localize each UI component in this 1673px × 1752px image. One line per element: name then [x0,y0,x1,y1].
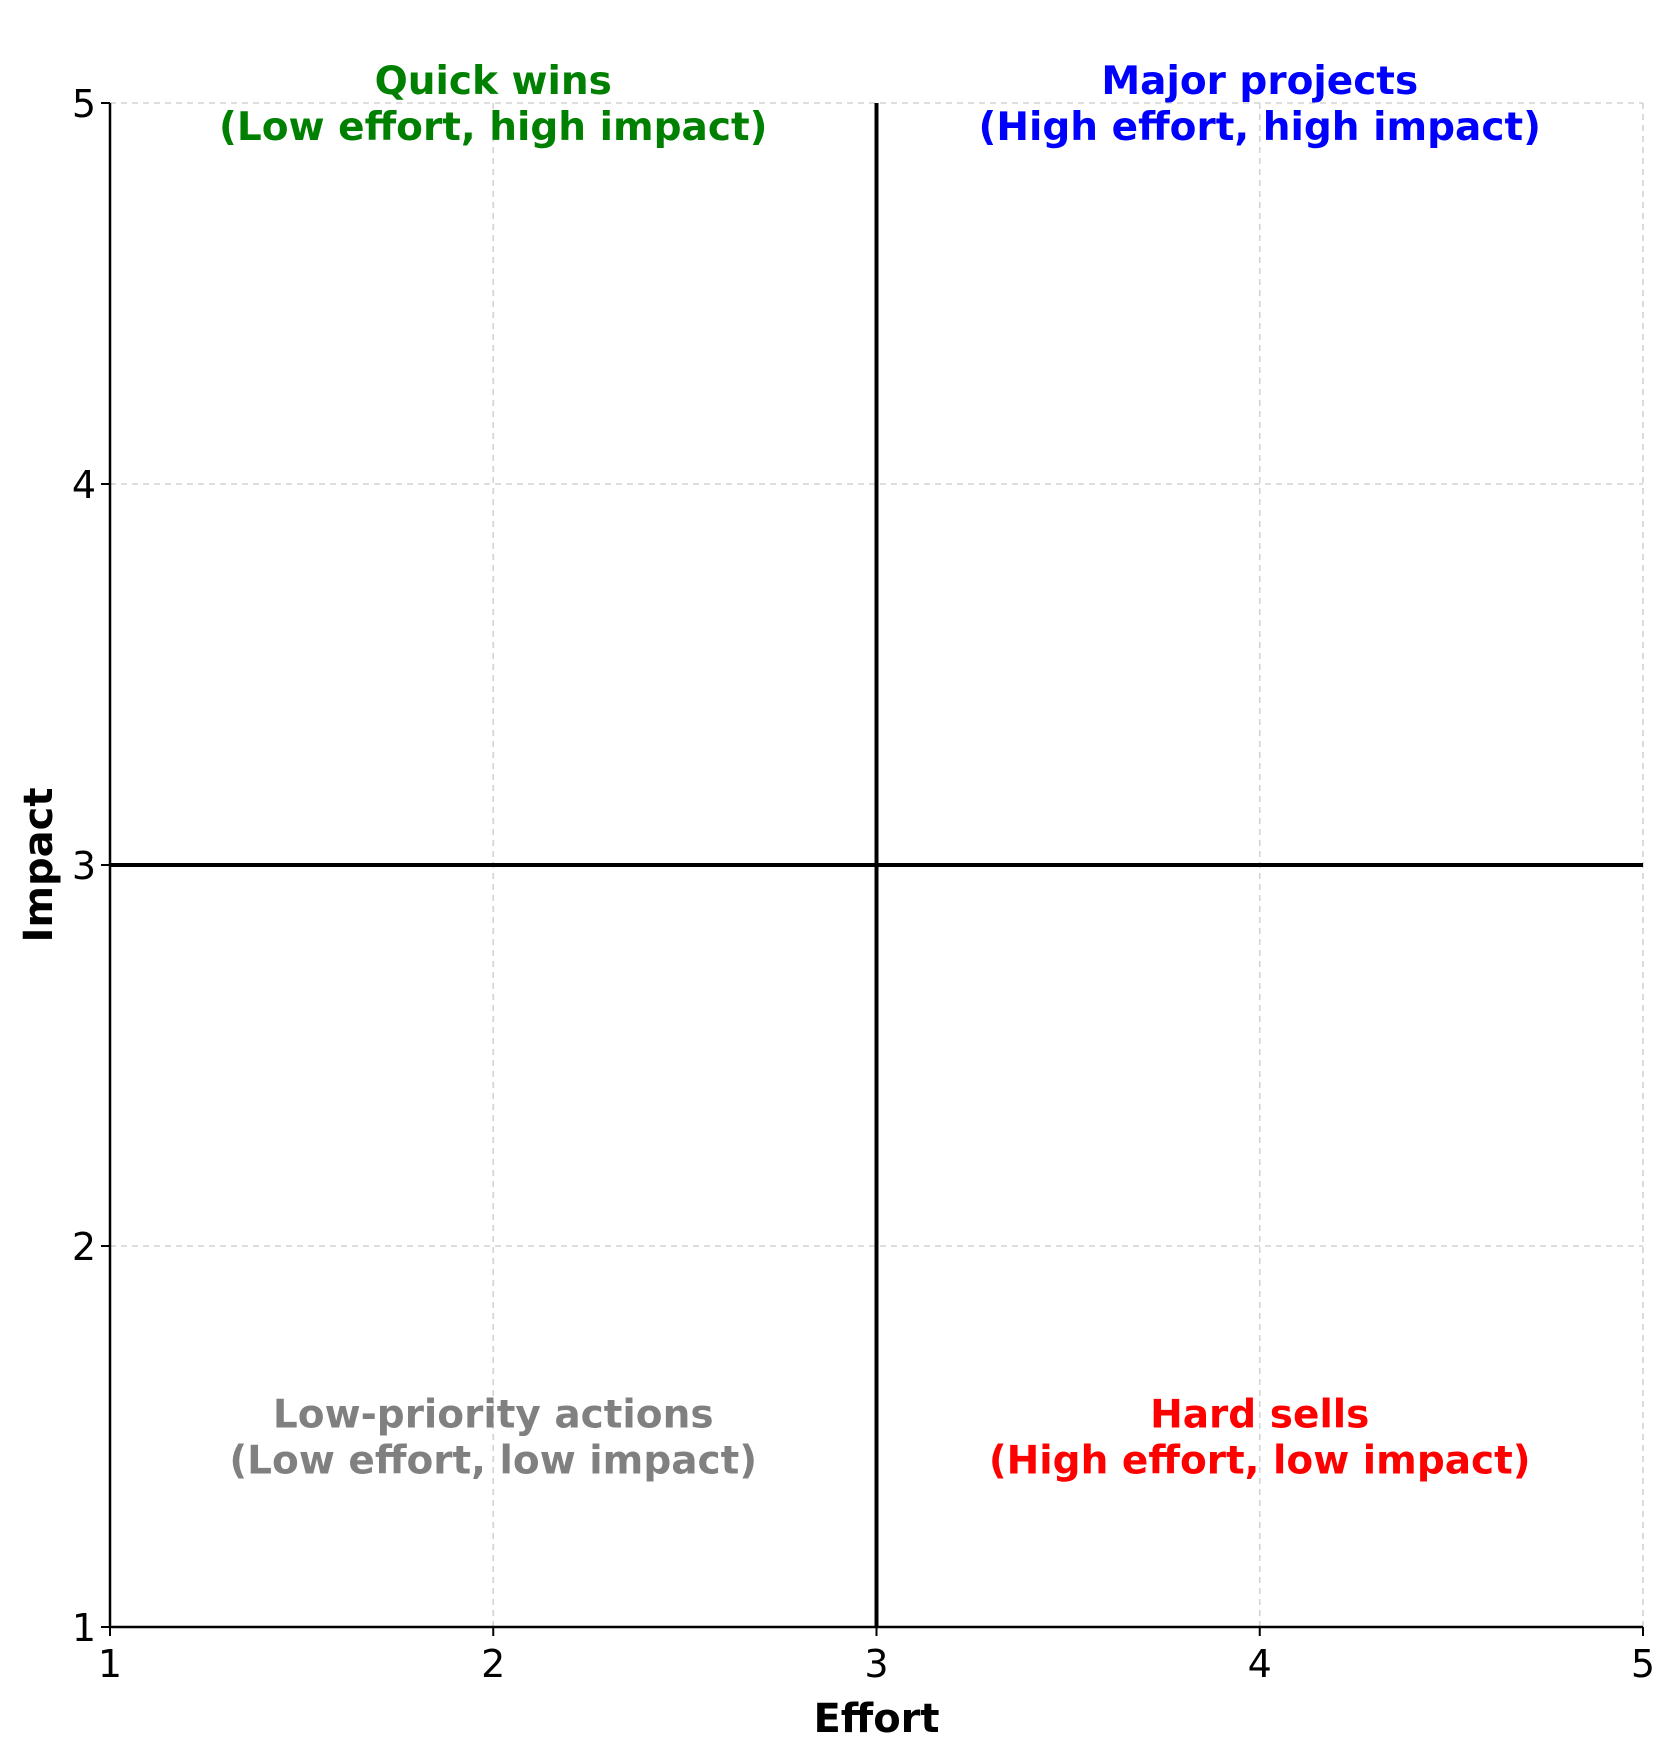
quadrant-dividers [110,103,1643,1627]
x-tick-label-2: 2 [481,1642,505,1686]
y-tick-label-4: 4 [72,463,96,507]
quadrant-label-low-priority-line-2: (Low effort, low impact) [229,1439,757,1484]
x-axis-title: Effort [813,1696,939,1742]
x-tick-label-4: 4 [1248,1642,1272,1686]
y-tick-label-3: 3 [72,844,96,888]
y-tick-label-5: 5 [72,82,96,126]
quadrant-labels: Quick wins(Low effort, high impact) Major… [219,59,1541,1484]
x-tick-label-5: 5 [1631,1642,1655,1686]
quadrant-label-hard-sells-line-2: (High effort, low impact) [989,1439,1531,1484]
tick-labels: 1 2 3 4 5 1 2 3 4 5 [72,82,1655,1686]
axes [101,102,1644,1636]
x-tick-label-3: 3 [864,1642,888,1686]
quadrant-label-quick-wins-line-1: Quick wins [375,59,612,104]
y-tick-label-1: 1 [72,1606,96,1650]
y-axis-title: Impact [16,787,62,942]
quadrant-label-quick-wins-line-2: (Low effort, high impact) [219,105,767,150]
y-tick-label-2: 2 [72,1225,96,1269]
x-tick-label-1: 1 [98,1642,122,1686]
quadrant-label-major-projects-line-2: (High effort, high impact) [979,105,1541,150]
quadrant-label-hard-sells-line-1: Hard sells [1150,1393,1369,1438]
quadrant-label-major-projects-line-1: Major projects [1101,59,1418,104]
quadrant-label-low-priority-line-1: Low-priority actions [273,1393,714,1438]
